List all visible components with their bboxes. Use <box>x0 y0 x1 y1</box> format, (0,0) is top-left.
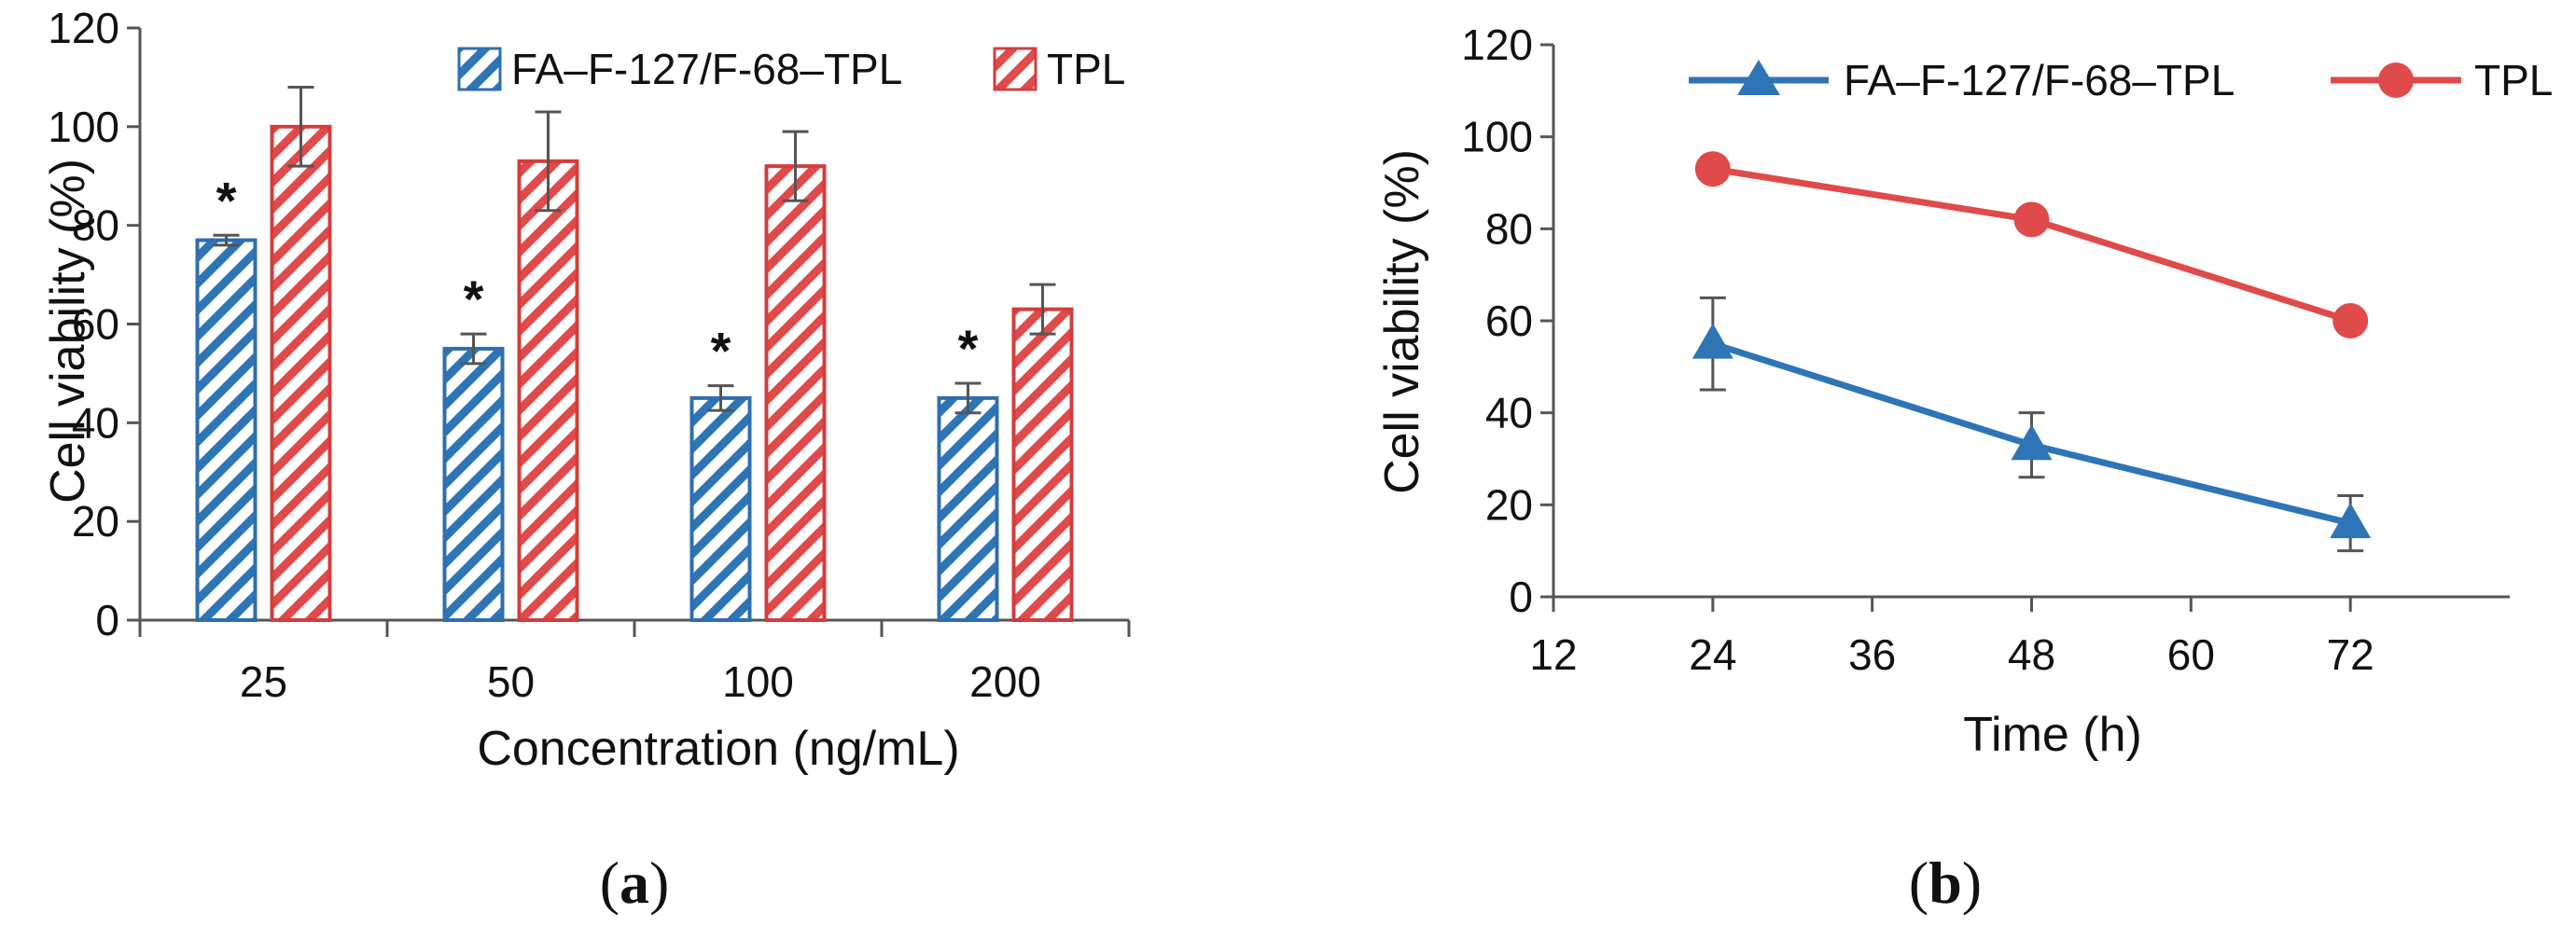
chart-a-ylabel: Cell viability (%) <box>41 159 95 504</box>
x-tick-label: 12 <box>1529 630 1577 679</box>
chart-b-xlabel: Time (h) <box>1963 708 2142 762</box>
legend-marker-circle <box>2378 62 2414 98</box>
x-tick-label: 24 <box>1689 630 1736 679</box>
x-tick-label: 100 <box>722 657 794 706</box>
chart-a-xlabel: Concentration (ng/mL) <box>477 722 959 776</box>
y-tick-label: 0 <box>1509 573 1533 621</box>
data-point-circle <box>2332 303 2369 339</box>
legend-label-series-2: TPL <box>1047 45 1125 93</box>
x-tick-label: 60 <box>2167 630 2215 679</box>
y-tick-label: 40 <box>1485 389 1533 437</box>
y-tick-label: 40 <box>72 398 119 447</box>
chart-a-legend: FA–F-127/F-68–TPL TPL <box>457 45 1125 93</box>
y-tick-label: 60 <box>1485 297 1533 345</box>
y-tick-label: 20 <box>72 497 119 546</box>
y-tick-label: 60 <box>72 300 119 349</box>
legend-swatch-series-1 <box>457 47 502 91</box>
y-tick-label: 120 <box>1461 21 1533 69</box>
bar-series-1 <box>937 395 999 622</box>
chart-b-markers <box>1692 151 2372 539</box>
significance-star: * <box>711 322 731 380</box>
data-point-triangle <box>2011 424 2053 461</box>
x-tick-label: 36 <box>1848 630 1896 679</box>
line-chart-panel-b: Cell viability (%) Time (h) 0 20 40 60 80 100… <box>1375 21 2553 916</box>
chart-a-x-ticks: 25 50 100 200 <box>138 620 1131 706</box>
x-tick-label: 50 <box>487 657 535 706</box>
legend-marker-triangle <box>1737 60 1780 95</box>
chart-b-ylabel: Cell viability (%) <box>1375 149 1429 494</box>
bar-series-1 <box>689 395 752 622</box>
bar-series-2 <box>270 124 332 623</box>
y-tick-label: 120 <box>48 4 119 52</box>
y-tick-label: 100 <box>48 103 119 151</box>
y-tick-label: 80 <box>72 201 119 250</box>
legend-label-series-1: FA–F-127/F-68–TPL <box>511 45 902 93</box>
y-tick-label: 80 <box>1485 204 1533 253</box>
chart-a-y-ticks: 0 20 40 60 80 100 120 <box>48 4 140 644</box>
data-point-triangle <box>1692 323 1734 359</box>
significance-star: * <box>216 171 237 229</box>
y-tick-label: 0 <box>95 596 119 644</box>
chart-b-x-ticks: 12 24 36 48 60 72 <box>1529 597 2374 679</box>
panel-label-b: (b) <box>1909 850 1982 916</box>
panel-label-a: (a) <box>600 850 670 916</box>
chart-a-error-bars <box>213 86 1056 415</box>
bar-series-2 <box>1011 307 1074 622</box>
y-tick-label: 100 <box>1461 113 1533 161</box>
chart-b-y-ticks: 0 20 40 60 80 100 120 <box>1461 21 1553 621</box>
bar-series-1 <box>442 346 505 622</box>
series-line-2 <box>1712 165 2352 325</box>
bar-series-2 <box>764 164 827 623</box>
x-tick-label: 48 <box>2008 630 2055 679</box>
legend-label-series-2: TPL <box>2474 56 2553 104</box>
data-point-triangle <box>2330 503 2372 539</box>
chart-b-legend: FA–F-127/F-68–TPL TPL <box>1689 56 2553 104</box>
data-point-circle <box>1694 151 1731 187</box>
y-tick-label: 20 <box>1485 480 1533 529</box>
legend-swatch-series-2 <box>993 47 1037 91</box>
bar-series-2 <box>517 159 579 622</box>
chart-a-bars <box>195 124 1074 623</box>
bar-series-1 <box>195 238 258 622</box>
x-tick-label: 72 <box>2327 630 2374 679</box>
x-tick-label: 200 <box>969 657 1041 706</box>
bar-chart-panel-a: Cell viability (%) Concentration (ng/mL)… <box>41 4 1131 916</box>
data-point-circle <box>2013 201 2050 238</box>
significance-star: * <box>464 270 484 328</box>
x-tick-label: 25 <box>240 657 287 706</box>
significance-star: * <box>958 319 979 378</box>
legend-label-series-1: FA–F-127/F-68–TPL <box>1844 56 2235 104</box>
chart-a-significance-marks: * * * * <box>216 171 979 380</box>
